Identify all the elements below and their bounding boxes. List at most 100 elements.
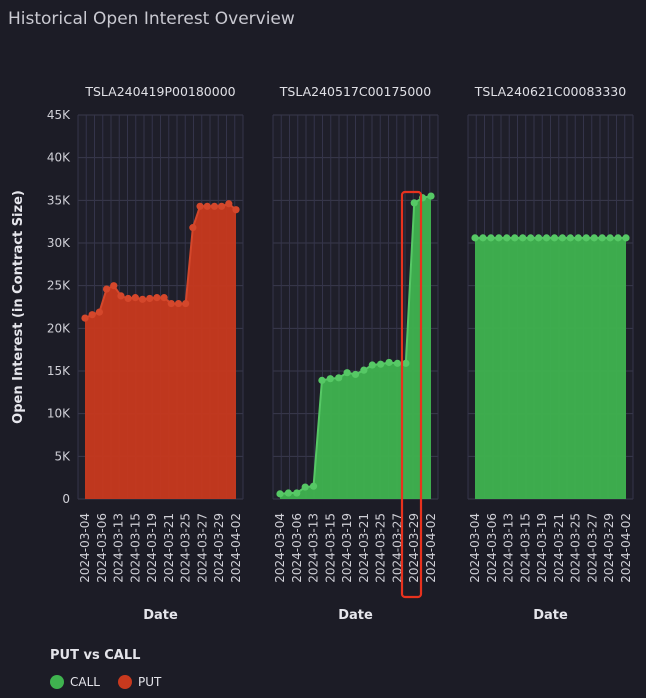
data-point	[318, 376, 326, 384]
y-tick-label: 5K	[54, 449, 71, 463]
y-tick-label: 30K	[47, 236, 71, 250]
data-point	[196, 202, 204, 210]
x-tick-label: 2024-04-02	[424, 513, 438, 583]
data-point	[293, 489, 301, 497]
x-tick-label: 2024-03-06	[485, 513, 499, 583]
data-point	[487, 234, 495, 242]
x-tick-label: 2024-03-15	[128, 513, 142, 583]
y-tick-label: 25K	[47, 279, 71, 293]
data-point	[232, 206, 240, 214]
legend-item-put[interactable]: PUT	[117, 675, 161, 689]
data-point	[614, 234, 622, 242]
highlight-box	[400, 190, 423, 599]
y-tick-label: 10K	[47, 407, 71, 421]
area-fill	[85, 203, 236, 499]
data-point	[153, 294, 161, 302]
data-point	[558, 234, 567, 242]
data-point	[479, 234, 487, 242]
legend-label-call: CALL	[70, 675, 100, 689]
data-point	[410, 199, 418, 207]
x-tick-label: 2024-03-27	[585, 513, 599, 583]
chart-svg: Open Interest (in Contract Size) 0 5K 10K 15…	[11, 84, 634, 623]
x-tick-label: 2024-03-04	[273, 513, 287, 583]
data-point	[146, 294, 154, 303]
data-point	[534, 234, 543, 242]
data-point	[174, 299, 183, 308]
x-tick-label: 2024-03-27	[195, 513, 209, 583]
x-tick-label: 2024-03-06	[290, 513, 304, 583]
data-point	[351, 370, 360, 379]
data-point	[301, 483, 309, 491]
data-point	[527, 234, 535, 242]
x-tick-label: 2024-03-13	[307, 513, 321, 583]
data-point	[495, 234, 503, 242]
data-point	[519, 234, 527, 242]
x-axis-label: Date	[533, 608, 568, 623]
x-tick-label: 2024-03-04	[468, 513, 482, 583]
data-point	[402, 359, 410, 367]
x-tick-label: 2024-03-06	[95, 513, 109, 583]
data-point	[131, 294, 139, 302]
area-fill	[280, 196, 431, 500]
data-point	[566, 234, 574, 242]
x-tick-label: 2024-03-13	[112, 513, 126, 583]
x-tick-label: 2024-03-25	[179, 513, 193, 583]
data-point	[81, 314, 89, 322]
data-point	[427, 192, 435, 200]
data-point	[88, 311, 96, 319]
panel-title: TSLA240621C00083330	[474, 84, 626, 99]
data-point	[284, 489, 292, 497]
data-point	[503, 234, 511, 242]
x-tick-label: 2024-03-25	[374, 513, 388, 583]
data-point	[167, 299, 175, 308]
y-tick-label: 40K	[47, 151, 71, 165]
data-point	[471, 234, 479, 242]
data-point	[102, 285, 111, 293]
data-point	[110, 282, 118, 290]
panel-title: TSLA240419P00180000	[84, 84, 235, 99]
x-tick-label: 2024-03-29	[602, 513, 616, 583]
x-axis-label: Date	[143, 608, 178, 623]
x-tick-label: 2024-03-13	[502, 513, 516, 583]
data-point	[210, 202, 219, 210]
x-axis-label: Date	[338, 608, 373, 623]
x-tick-label: 2024-04-02	[619, 513, 633, 583]
data-point	[606, 234, 614, 242]
y-tick-label: 45K	[47, 108, 71, 122]
legend-swatch-call	[50, 675, 64, 689]
data-point	[377, 360, 385, 368]
data-point	[124, 294, 132, 303]
data-point	[160, 294, 168, 302]
data-point	[393, 359, 402, 367]
data-point	[385, 358, 393, 367]
legend: CALL PUT	[50, 675, 161, 689]
x-tick-label: 2024-03-21	[552, 513, 566, 583]
data-point	[203, 202, 211, 210]
area-fill	[475, 237, 626, 499]
data-point	[309, 482, 318, 490]
x-tick-label: 2024-03-21	[162, 513, 176, 583]
data-point	[225, 200, 233, 208]
x-tick-label: 2024-03-15	[518, 513, 532, 583]
legend-swatch-put	[117, 675, 132, 689]
data-point	[218, 202, 226, 210]
data-point	[582, 234, 590, 242]
data-point	[335, 374, 343, 382]
data-point	[138, 295, 147, 303]
x-tick-label: 2024-04-02	[229, 513, 243, 583]
legend-item-call[interactable]: CALL	[50, 675, 100, 689]
x-tick-label: 2024-03-29	[407, 513, 421, 583]
data-point	[343, 369, 351, 377]
data-point	[117, 292, 125, 300]
x-tick-label: 2024-03-19	[145, 513, 159, 583]
data-point	[598, 234, 606, 242]
data-point	[574, 234, 582, 242]
y-axis-label: Open Interest (in Contract Size)	[11, 190, 26, 424]
y-tick-label: 20K	[47, 321, 71, 335]
panel-title: TSLA240517C00175000	[279, 84, 431, 99]
data-point	[182, 299, 190, 308]
data-point	[95, 308, 103, 316]
data-point	[622, 234, 630, 242]
data-point	[590, 234, 598, 242]
